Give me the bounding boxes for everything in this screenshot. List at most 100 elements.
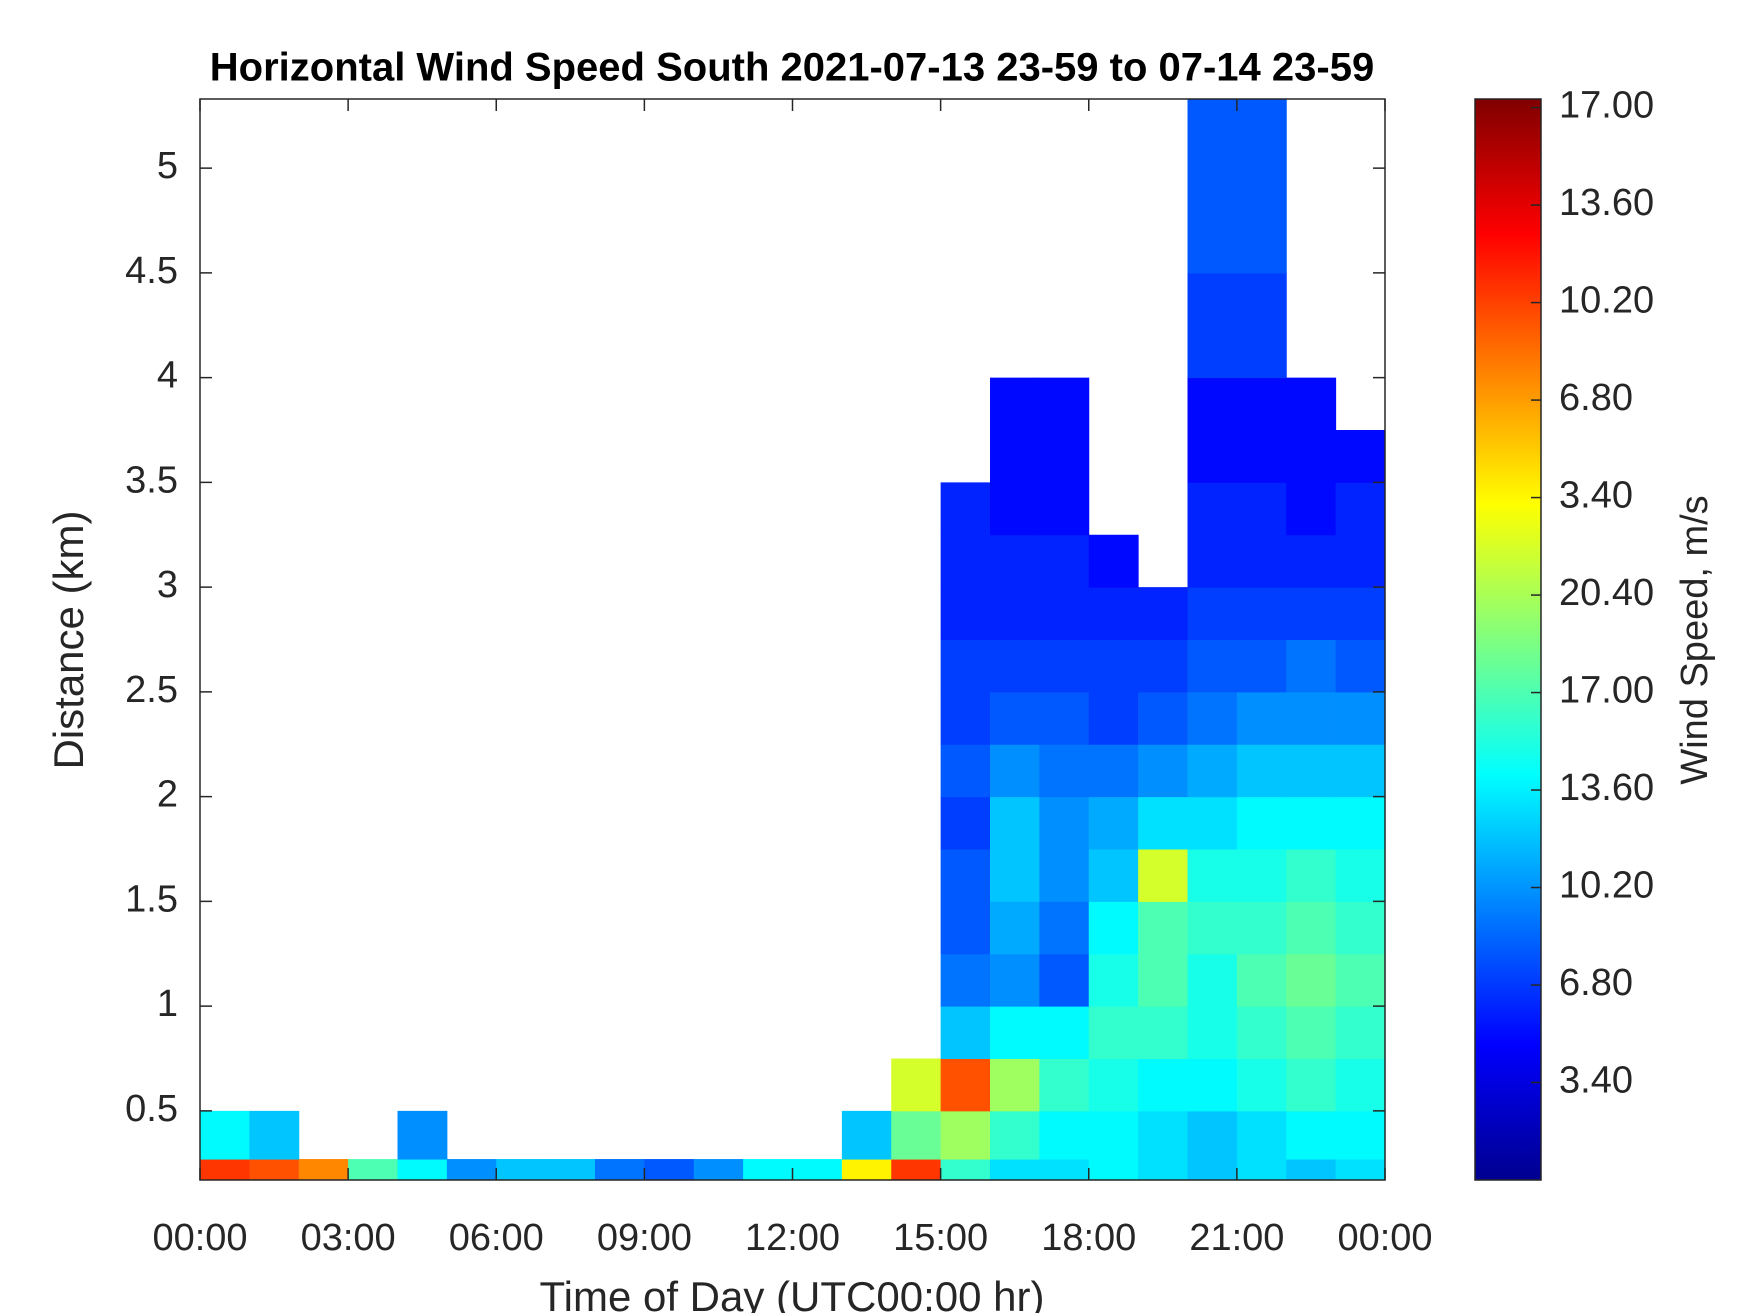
heatmap-cells <box>200 99 1386 1181</box>
cell <box>1286 848 1337 902</box>
cell <box>1286 377 1337 431</box>
cell <box>1286 901 1337 955</box>
cell <box>1138 691 1188 745</box>
cell <box>1236 639 1287 693</box>
cell <box>1187 1006 1238 1059</box>
colorbar-label: Wind Speed, m/s <box>1674 495 1716 784</box>
x-tick-label: 06:00 <box>449 1217 544 1259</box>
cell <box>1286 482 1337 536</box>
cell <box>990 953 1040 1007</box>
cell <box>1088 691 1139 745</box>
x-tick-label: 00:00 <box>1337 1217 1432 1259</box>
cell <box>1138 848 1188 902</box>
colorbar-tick-label: 3.40 <box>1559 475 1633 517</box>
cell <box>940 796 991 850</box>
colorbar-tick-label: 6.80 <box>1559 377 1633 419</box>
cell <box>1187 796 1238 850</box>
cell <box>990 587 1040 640</box>
cell <box>1236 482 1287 536</box>
colorbar-tick-label: 17.00 <box>1559 670 1654 712</box>
cell <box>1187 744 1238 798</box>
cell <box>990 901 1040 955</box>
cell <box>990 377 1040 431</box>
cell <box>940 1058 991 1112</box>
cell <box>1236 99 1287 274</box>
cell <box>940 587 991 640</box>
cell <box>1039 639 1090 693</box>
cell <box>1039 744 1090 798</box>
cell <box>1088 1058 1139 1112</box>
cell <box>1187 691 1238 745</box>
cell <box>1286 1006 1337 1059</box>
cell <box>1236 744 1287 798</box>
cell <box>1286 587 1337 640</box>
cell <box>249 1110 300 1160</box>
y-tick-label: 2 <box>157 774 178 816</box>
cell <box>1088 1110 1139 1160</box>
cell <box>1335 691 1386 745</box>
cell <box>1039 691 1090 745</box>
x-tick-label: 00:00 <box>152 1217 247 1259</box>
x-axis-label: Time of Day (UTC00:00 hr) <box>540 1273 1045 1313</box>
cell <box>1236 430 1287 483</box>
y-tick-label: 3.5 <box>125 459 178 501</box>
cell <box>1236 796 1287 850</box>
cell <box>1286 691 1337 745</box>
cell <box>841 1110 892 1160</box>
cell <box>1286 534 1337 588</box>
cell <box>1138 796 1188 850</box>
cell <box>1236 1110 1287 1160</box>
cell <box>644 1159 695 1181</box>
cell <box>1286 796 1337 850</box>
cell <box>1335 430 1386 483</box>
cell <box>1236 848 1287 902</box>
cell <box>1039 534 1090 588</box>
cell <box>891 1058 942 1112</box>
cell <box>1236 1006 1287 1059</box>
cell <box>990 1006 1040 1059</box>
cell <box>1335 534 1386 588</box>
cell <box>1286 1110 1337 1160</box>
cell <box>298 1159 349 1181</box>
cell <box>1335 587 1386 640</box>
cell <box>990 691 1040 745</box>
cell <box>1088 1006 1139 1059</box>
cell <box>891 1159 942 1181</box>
cell <box>1187 534 1238 588</box>
cell <box>1187 953 1238 1007</box>
cell <box>1138 587 1188 640</box>
x-tick-label: 03:00 <box>301 1217 396 1259</box>
cell <box>1236 691 1287 745</box>
cell <box>1335 796 1386 850</box>
cell <box>1335 1058 1386 1112</box>
cell <box>1039 953 1090 1007</box>
cell <box>693 1159 744 1181</box>
cell <box>1187 430 1238 483</box>
cell <box>1088 587 1139 640</box>
cell <box>990 639 1040 693</box>
cell <box>940 691 991 745</box>
cell <box>1039 1006 1090 1059</box>
cell <box>990 1058 1040 1112</box>
cell <box>990 744 1040 798</box>
cell <box>1187 1058 1238 1112</box>
cell <box>1187 99 1238 274</box>
cell <box>1138 1058 1188 1112</box>
cell <box>1138 639 1188 693</box>
cell <box>792 1159 843 1181</box>
cell <box>990 482 1040 536</box>
y-tick-label: 4.5 <box>125 250 178 292</box>
cell <box>595 1159 645 1181</box>
chart-title: Horizontal Wind Speed South 2021-07-13 2… <box>210 46 1374 90</box>
cell <box>1138 953 1188 1007</box>
cell <box>1335 1159 1386 1181</box>
x-tick-label: 18:00 <box>1041 1217 1136 1259</box>
cell <box>940 744 991 798</box>
cell <box>940 848 991 902</box>
cell <box>1236 1058 1287 1112</box>
cell <box>1088 1159 1139 1181</box>
colorbar-tick-label: 20.40 <box>1559 572 1654 614</box>
cell <box>1088 534 1139 588</box>
cell <box>990 1110 1040 1160</box>
cell <box>1039 1110 1090 1160</box>
